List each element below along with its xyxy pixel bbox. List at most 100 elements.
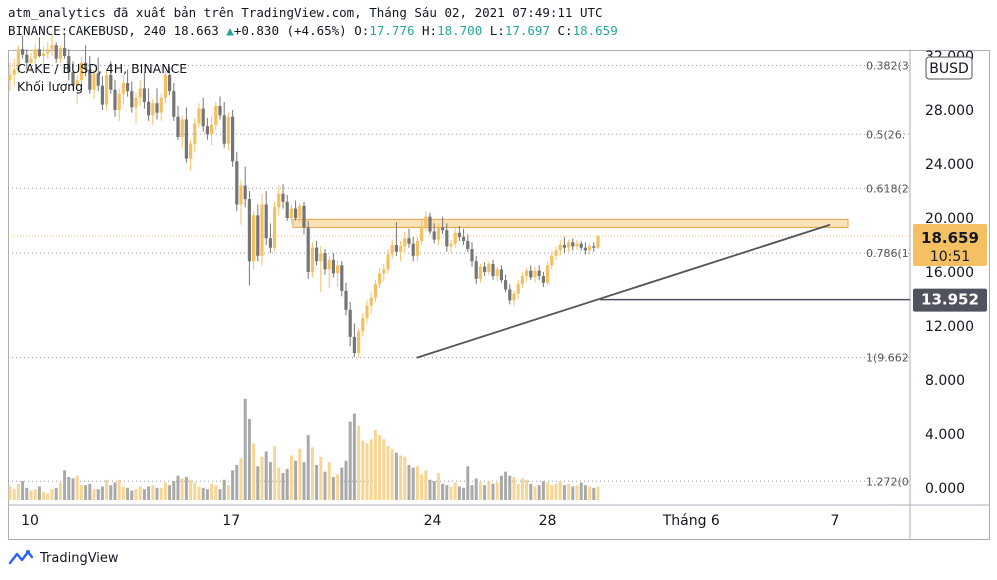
candle-body [571, 242, 575, 247]
candle-body [596, 236, 600, 248]
high-label: H: [422, 23, 438, 38]
candle-body [260, 204, 264, 256]
fib-level-label: 1(9.662 [866, 352, 909, 365]
chart-frame[interactable] [8, 50, 990, 540]
candle-body [168, 74, 172, 92]
volume-bar [243, 398, 247, 500]
volume-bar [441, 483, 445, 500]
volume-bar [176, 475, 180, 500]
x-tick-label: 7 [831, 513, 840, 529]
volume-bar [373, 429, 377, 500]
candle-body [205, 126, 209, 135]
candle-body [588, 246, 592, 251]
volume-bar [537, 485, 541, 500]
volume-bar [12, 489, 16, 500]
candle-body [445, 230, 449, 247]
volume-bar [184, 477, 188, 500]
volume-bar [113, 482, 117, 500]
candle-body [33, 49, 37, 59]
candle-body [130, 91, 134, 108]
close-value: 18.659 [572, 23, 618, 38]
volume-bar [222, 479, 226, 500]
volume-bar [399, 455, 403, 500]
volume-bar [596, 486, 600, 500]
volume-bar [592, 487, 596, 500]
candle-body [121, 83, 125, 94]
currency-badge [925, 56, 973, 80]
candle-body [319, 253, 323, 262]
candle-body [399, 246, 403, 252]
low-value: 17.697 [504, 23, 550, 38]
volume-bar [294, 460, 298, 500]
volume-bar [159, 487, 163, 500]
candle-body [516, 284, 520, 294]
x-tick-label: 24 [424, 513, 442, 529]
volume-bar [478, 482, 482, 500]
volume-bar [126, 487, 130, 500]
volume-bar [281, 473, 285, 500]
candle-body [126, 83, 130, 92]
open-label: O: [354, 23, 370, 38]
candle-body [361, 317, 365, 332]
y-tick-label: 0.000 [925, 481, 965, 497]
y-tick-label: 16.000 [925, 265, 974, 281]
candle-body [403, 238, 407, 247]
candle-body [378, 273, 382, 285]
symbol: BINANCE:CAKEBUSD [8, 23, 129, 38]
candle-body [243, 185, 247, 200]
candle-body [504, 280, 508, 290]
candle-body [327, 259, 331, 270]
volume-bar [25, 487, 29, 500]
volume-bar [504, 471, 508, 500]
candle-body [382, 269, 386, 274]
legend-volume-label: Khối lượng [17, 79, 84, 94]
volume-bar [533, 486, 537, 500]
volume-bar [310, 447, 314, 500]
volume-bar [382, 439, 386, 500]
volume-bar [214, 485, 218, 500]
candle-body [462, 236, 466, 241]
candle-body [441, 227, 445, 231]
tradingview-logo[interactable]: TradingView [8, 549, 119, 567]
candle-body [113, 89, 117, 110]
candle-body [75, 80, 79, 86]
volume-bar [58, 482, 62, 500]
interval: 240 [143, 23, 167, 38]
candle-body [323, 253, 327, 270]
candle-body [541, 276, 545, 283]
volume-bar [226, 485, 230, 500]
volume-bar [289, 455, 293, 500]
volume-bar [109, 485, 113, 500]
volume-bar [256, 466, 260, 500]
candle-body [163, 74, 167, 98]
volume-bar [516, 483, 520, 500]
candle-body [390, 245, 394, 255]
candle-body [592, 246, 596, 248]
candle-body [365, 305, 369, 318]
volume-bar [155, 487, 159, 500]
candle-body [525, 270, 529, 277]
candle-body [172, 91, 176, 117]
volume-bar [567, 483, 571, 500]
candle-body [386, 254, 390, 270]
volume-bar [336, 474, 340, 500]
volume-bar [302, 462, 306, 500]
volume-bar [352, 413, 356, 500]
volume-bar [378, 435, 382, 500]
volume-bar [525, 479, 529, 500]
candle-body [294, 208, 298, 218]
candle-body [449, 243, 453, 247]
candle-body [155, 103, 159, 113]
candle-body [306, 227, 310, 272]
volume-bar [407, 464, 411, 500]
fib-level-label: 0.382(3 [866, 59, 909, 72]
candle-body [537, 270, 541, 277]
volume-bar [264, 451, 268, 500]
volume-bar [474, 478, 478, 500]
candle-body [184, 119, 188, 159]
candle-body [583, 247, 587, 251]
candle-body [214, 105, 218, 125]
candle-body [46, 49, 50, 54]
volume-bar [445, 485, 449, 500]
